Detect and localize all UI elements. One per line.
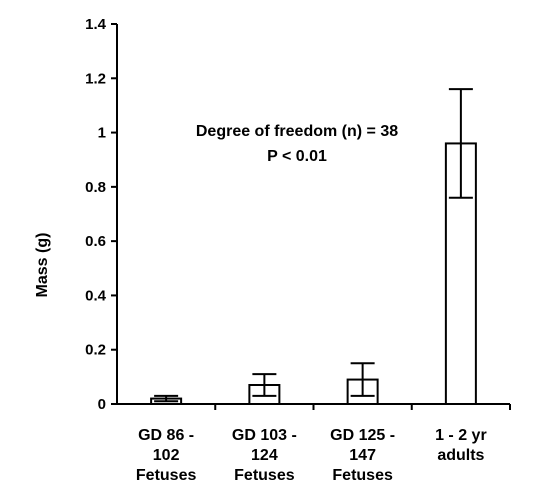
x-tick-label-line: adults xyxy=(437,447,484,464)
y-tick-label: 0 xyxy=(98,396,106,413)
x-tick-label: 1 - 2 yr adults xyxy=(435,427,487,464)
x-tick-label-line: GD 86 - xyxy=(138,427,194,444)
x-tick-label: GD 103 - 124 Fetuses xyxy=(232,427,297,484)
x-axis xyxy=(117,403,511,410)
error-bars xyxy=(154,88,473,403)
bars xyxy=(150,142,477,406)
x-tick-label: GD 86 - 102 Fetuses xyxy=(136,427,197,484)
x-tick-label-line: GD 103 - xyxy=(232,427,297,444)
y-tick-label: 0.4 xyxy=(85,287,107,304)
y-tick-label: 0.2 xyxy=(85,342,106,359)
y-axis-title: Mass (g) xyxy=(34,233,51,298)
y-tick-label: 0.8 xyxy=(85,179,106,196)
x-tick-label-line: Fetuses xyxy=(332,467,393,484)
x-tick-label-line: Fetuses xyxy=(136,467,197,484)
y-axis: 0 0.2 0.4 0.6 0.8 1 1.2 1.4 xyxy=(85,16,118,413)
annotation-degree-of-freedom: Degree of freedom (n) = 38 xyxy=(196,123,398,140)
annotation-p-value: P < 0.01 xyxy=(267,148,327,165)
x-tick-label-line: Fetuses xyxy=(234,467,295,484)
x-tick-label-line: 124 xyxy=(251,447,278,464)
y-tick-label: 1.4 xyxy=(85,16,107,33)
x-tick-label-line: GD 125 - xyxy=(330,427,395,444)
y-tick-label: 1.2 xyxy=(85,70,106,87)
x-tick-label: GD 125 - 147 Fetuses xyxy=(330,427,395,484)
y-tick-label: 1 xyxy=(98,125,106,142)
y-tick-label: 0.6 xyxy=(85,233,106,250)
x-tick-label-line: 102 xyxy=(153,447,180,464)
x-tick-label-line: 147 xyxy=(349,447,376,464)
x-tick-label-line: 1 - 2 yr xyxy=(435,427,487,444)
